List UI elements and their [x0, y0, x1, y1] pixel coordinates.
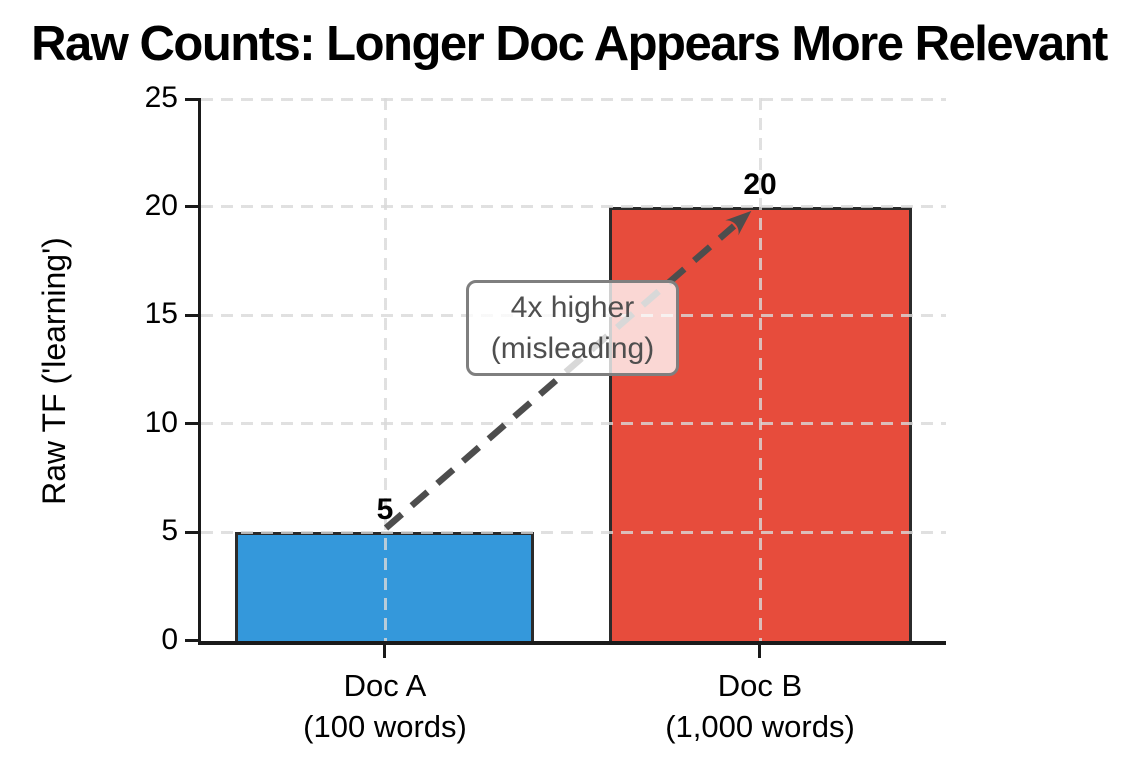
value-label-doc-b: 20 — [743, 168, 777, 201]
y-tick-10 — [185, 422, 198, 425]
y-tick-label-0: 0 — [161, 623, 178, 656]
y-tick-15 — [185, 314, 198, 317]
x-label-doc-b-line-1: Doc B — [717, 668, 803, 703]
x-label-doc-b-line-2: (1,000 words) — [665, 709, 855, 744]
y-tick-label-10: 10 — [144, 406, 178, 439]
y-axis-label: Raw TF ('learning') — [36, 237, 72, 505]
plot-area: 4x higher (misleading) 5 20 25 20 15 10 … — [145, 81, 946, 744]
x-label-doc-a-line-2: (100 words) — [303, 709, 467, 744]
x-label-doc-a-line-1: Doc A — [343, 668, 427, 703]
y-tick-label-15: 15 — [144, 297, 178, 330]
gridline-v-doc-b — [759, 98, 762, 641]
y-tick-25 — [185, 98, 198, 101]
y-tick-label-20: 20 — [144, 189, 178, 222]
y-tick-5 — [185, 531, 198, 534]
gridline-h-10 — [201, 422, 946, 425]
x-tick-doc-b — [758, 645, 761, 658]
y-tick-0 — [185, 639, 198, 642]
gridline-h-20 — [201, 205, 946, 208]
y-tick-label-5: 5 — [161, 514, 178, 547]
gridline-h-25 — [201, 98, 946, 101]
gridline-h-5 — [201, 531, 946, 534]
annotation-line-2: (misleading) — [490, 332, 655, 365]
annotation-line-1: 4x higher — [510, 291, 635, 324]
y-tick-20 — [185, 205, 198, 208]
chart-title: Raw Counts: Longer Doc Appears More Rele… — [31, 17, 1108, 71]
y-tick-label-25: 25 — [144, 81, 178, 114]
dashed-arrow-icon — [383, 210, 752, 531]
x-tick-doc-a — [383, 645, 386, 658]
x-tick-label-doc-a: Doc A (100 words) — [185, 665, 585, 747]
gridline-v-doc-a — [384, 98, 387, 641]
x-tick-label-doc-b: Doc B (1,000 words) — [560, 665, 960, 747]
value-label-doc-a: 5 — [376, 493, 394, 526]
annotation-callout: 4x higher (misleading) — [466, 280, 679, 376]
